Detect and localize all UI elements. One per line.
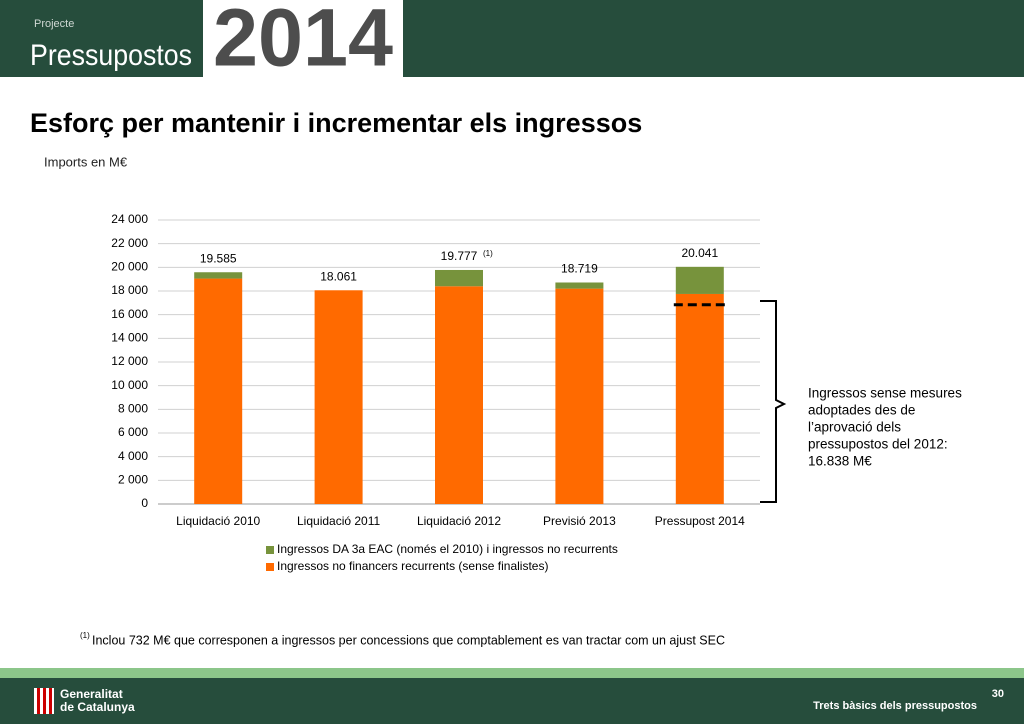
- bracket: [760, 300, 787, 503]
- legend-swatch: [266, 563, 274, 571]
- total-label: 19.777: [441, 249, 478, 263]
- bar-segment: [194, 278, 243, 504]
- y-tick-label: 16 000: [111, 307, 148, 321]
- x-tick-label: Liquidació 2012: [417, 514, 501, 528]
- y-tick-label: 20 000: [111, 260, 148, 274]
- footer-org: Generalitat: [60, 687, 123, 701]
- chart-title: Esforç per mantenir i incrementar els in…: [30, 108, 642, 138]
- bar-segment: [555, 288, 604, 504]
- header-year: 2014: [213, 0, 393, 84]
- footnote-text: Inclou 732 M€ que corresponen a ingresso…: [92, 633, 725, 647]
- total-label: 18.719: [561, 262, 598, 276]
- x-tick-label: Liquidació 2011: [297, 514, 381, 528]
- footer-section: Trets bàsics dels pressupostos: [813, 700, 977, 712]
- y-tick-label: 18 000: [111, 283, 148, 297]
- y-tick-label: 12 000: [111, 354, 148, 368]
- y-tick-label: 4 000: [118, 449, 148, 463]
- bar-segment: [435, 269, 483, 287]
- chart-subtitle: Imports en M€: [44, 154, 128, 169]
- reference-note: adoptades des de: [808, 403, 915, 418]
- header-title: Pressupostos: [30, 39, 192, 72]
- footer-bar: [0, 678, 1024, 724]
- year-box: [203, 0, 403, 77]
- bar-segment: [194, 272, 243, 279]
- reference-note: pressupostos del 2012:: [808, 437, 948, 452]
- total-label: 20.041: [681, 246, 718, 260]
- reference-note: 16.838 M€: [808, 454, 872, 469]
- reference-note: Ingressos sense mesures: [808, 386, 962, 401]
- bar-segment: [675, 293, 724, 504]
- bar-segment: [314, 290, 363, 504]
- x-tick-label: Liquidació 2010: [176, 514, 260, 528]
- legend-label: Ingressos no financers recurrents (sense…: [277, 559, 548, 573]
- page-number: 30: [992, 688, 1004, 700]
- y-tick-label: 2 000: [118, 473, 148, 487]
- total-label: 19.585: [200, 251, 237, 265]
- bar-segment: [555, 282, 604, 289]
- y-tick-label: 6 000: [118, 425, 148, 439]
- x-tick-label: Pressupost 2014: [655, 514, 745, 528]
- y-tick-label: 14 000: [111, 331, 148, 345]
- bar-segment: [435, 286, 483, 504]
- footer-strip: [0, 668, 1024, 678]
- y-tick-label: 8 000: [118, 402, 148, 416]
- header-bar: [0, 0, 1024, 77]
- reference-note: l’aprovació dels: [808, 420, 901, 435]
- y-tick-label: 0: [141, 496, 148, 510]
- footnote-ref: (1): [483, 249, 493, 258]
- bar-segment: [675, 266, 724, 294]
- y-tick-label: 10 000: [111, 378, 148, 392]
- footnote-mark: (1): [80, 631, 90, 640]
- footer-org: de Catalunya: [60, 700, 135, 714]
- legend-label: Ingressos DA 3a EAC (només el 2010) i in…: [277, 542, 618, 556]
- y-tick-label: 22 000: [111, 236, 148, 250]
- y-tick-label: 24 000: [111, 212, 148, 226]
- legend-swatch: [266, 546, 274, 554]
- header-kicker: Projecte: [34, 18, 74, 30]
- logo: [34, 688, 54, 714]
- x-tick-label: Previsió 2013: [543, 514, 616, 528]
- total-label: 18.061: [320, 269, 357, 283]
